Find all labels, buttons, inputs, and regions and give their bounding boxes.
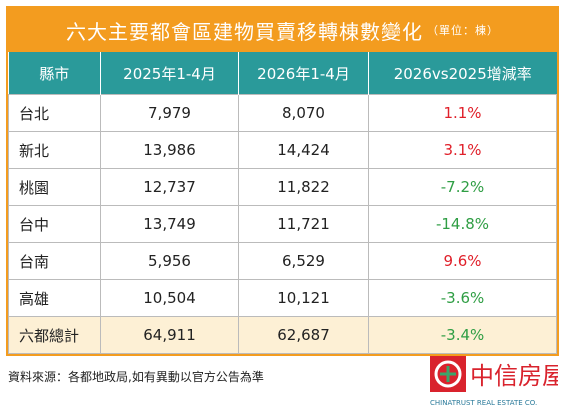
- column-header: 2026vs2025增減率: [368, 52, 557, 95]
- change-rate: -3.6%: [368, 279, 557, 317]
- count: 7,979: [100, 94, 239, 132]
- count: 64,911: [100, 316, 239, 354]
- column-header: 2025年1-4月: [100, 52, 239, 95]
- count: 12,737: [100, 168, 239, 206]
- city: 高雄: [8, 279, 101, 317]
- source-note: 資料來源：各都地政局,如有異動以官方公告為準: [8, 370, 264, 384]
- table-row: 台北 7,979 8,070 1.1%: [8, 94, 557, 132]
- count: 11,721: [238, 205, 369, 243]
- count: 6,529: [238, 242, 369, 280]
- count: 10,121: [238, 279, 369, 317]
- city: 台南: [8, 242, 101, 280]
- count: 5,956: [100, 242, 239, 280]
- column-header: 2026年1-4月: [238, 52, 369, 95]
- total-row: 六都總計 64,911 62,687 -3.4%: [8, 316, 557, 354]
- table-row: 台南 5,956 6,529 9.6%: [8, 242, 557, 280]
- logo-icon-cross: [440, 366, 456, 382]
- logo: 中信房屋 CHINATRUST REAL ESTATE CO.: [430, 356, 558, 407]
- city: 桃園: [8, 168, 101, 206]
- count: 14,424: [238, 131, 369, 169]
- count: 13,749: [100, 205, 239, 243]
- table-row: 桃園 12,737 11,822 -7.2%: [8, 168, 557, 206]
- change-rate: 3.1%: [368, 131, 557, 169]
- city: 台北: [8, 94, 101, 132]
- change-rate: 1.1%: [368, 94, 557, 132]
- table-row: 高雄 10,504 10,121 -3.6%: [8, 279, 557, 317]
- count: 10,504: [100, 279, 239, 317]
- count: 11,822: [238, 168, 369, 206]
- column-header: 縣市: [8, 52, 101, 95]
- count: 8,070: [238, 94, 369, 132]
- header-row: 縣市 2025年1-4月 2026年1-4月 2026vs2025增減率: [8, 52, 557, 95]
- count: 13,986: [100, 131, 239, 169]
- title: 六大主要都會區建物買賣移轉棟數變化: [66, 19, 423, 44]
- change-rate: 9.6%: [368, 242, 557, 280]
- table-row: 新北 13,986 14,424 3.1%: [8, 131, 557, 169]
- table-row: 台中 13,749 11,721 -14.8%: [8, 205, 557, 243]
- unit: （單位：棟）: [427, 24, 499, 37]
- city: 台中: [8, 205, 101, 243]
- city: 六都總計: [8, 316, 101, 354]
- count: 62,687: [238, 316, 369, 354]
- table-frame: 六大主要都會區建物買賣移轉棟數變化 （單位：棟） 縣市 2025年1-4月 2026…: [6, 6, 559, 356]
- logo-icon-ring: [434, 360, 462, 388]
- logo-english: CHINATRUST REAL ESTATE CO.: [430, 399, 537, 407]
- title-bar: 六大主要都會區建物買賣移轉棟數變化 （單位：棟）: [8, 8, 557, 52]
- city: 新北: [8, 131, 101, 169]
- change-rate: -14.8%: [368, 205, 557, 243]
- table-body: 台北 7,979 8,070 1.1% 新北 13,986 14,424 3.1% 桃園 12,7…: [8, 94, 557, 354]
- table: 縣市 2025年1-4月 2026年1-4月 2026vs2025增減率 台北 7,97…: [8, 52, 557, 354]
- change-rate: -3.4%: [368, 316, 557, 354]
- change-rate: -7.2%: [368, 168, 557, 206]
- logo-name: 中信房屋: [470, 362, 558, 390]
